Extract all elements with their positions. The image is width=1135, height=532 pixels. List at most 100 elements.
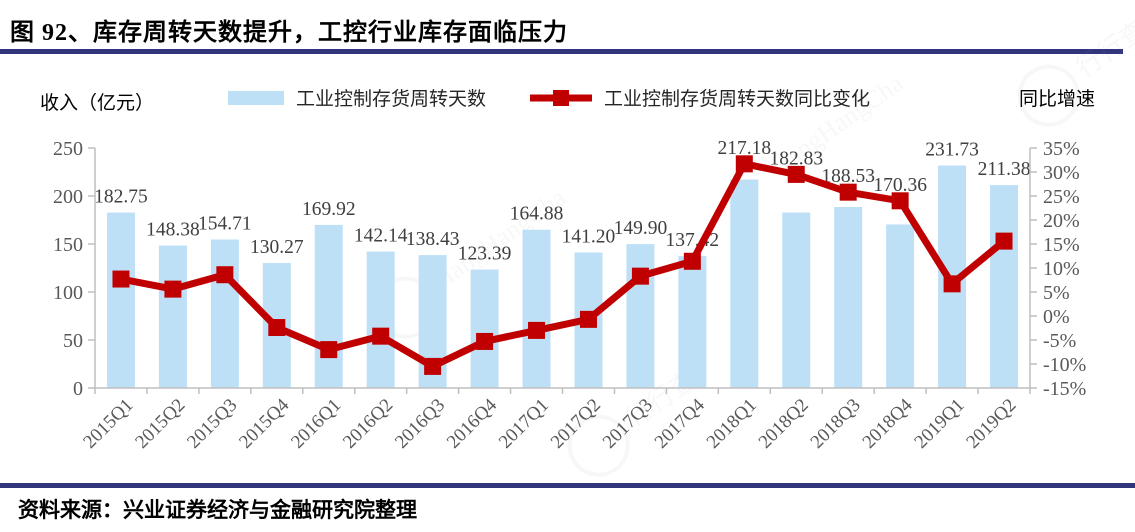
x-label-2015Q1: 2015Q1 bbox=[79, 395, 137, 453]
yoy-marker-2015Q2 bbox=[164, 280, 182, 298]
x-label-2019Q2: 2019Q2 bbox=[962, 395, 1020, 453]
yoy-marker-2018Q3 bbox=[839, 183, 857, 201]
yoy-marker-2018Q1 bbox=[735, 155, 753, 173]
bar-label-2017Q2: 141.20 bbox=[562, 226, 616, 247]
source-rule bbox=[0, 483, 1135, 488]
bar-2015Q1 bbox=[106, 212, 135, 388]
bar-label-2016Q4: 123.39 bbox=[458, 244, 512, 265]
x-label-2016Q2: 2016Q2 bbox=[339, 395, 397, 453]
title-rule bbox=[0, 49, 1123, 54]
bar-2018Q4 bbox=[886, 224, 915, 388]
yoy-marker-2016Q3 bbox=[424, 357, 442, 375]
chart-title: 图 92、库存周转天数提升，工控行业库存面临压力 bbox=[10, 20, 568, 46]
x-label-2018Q2: 2018Q2 bbox=[755, 395, 813, 453]
yoy-marker-2018Q2 bbox=[787, 165, 805, 183]
yoy-marker-2017Q3 bbox=[631, 267, 649, 285]
bar-label-2018Q3: 188.53 bbox=[821, 166, 875, 187]
yoy-marker-2017Q4 bbox=[683, 252, 701, 270]
bar-2017Q4 bbox=[678, 256, 707, 388]
yoy-marker-2015Q1 bbox=[112, 270, 130, 288]
right-tick-label: 25% bbox=[1043, 186, 1080, 208]
bar-2016Q1 bbox=[314, 224, 343, 388]
x-label-2016Q3: 2016Q3 bbox=[391, 395, 449, 453]
left-tick-label: 250 bbox=[53, 138, 83, 160]
bar-2017Q3 bbox=[626, 244, 655, 388]
x-label-2015Q2: 2015Q2 bbox=[131, 395, 189, 453]
source-text: 资料来源：兴业证券经济与金融研究院整理 bbox=[18, 498, 417, 522]
bar-2019Q2 bbox=[990, 185, 1019, 388]
right-tick-label: 30% bbox=[1043, 162, 1080, 184]
yoy-marker-2017Q2 bbox=[579, 310, 597, 328]
x-label-2017Q4: 2017Q4 bbox=[651, 394, 709, 452]
x-label-2016Q1: 2016Q1 bbox=[287, 395, 345, 453]
bar-2016Q4 bbox=[470, 269, 499, 388]
x-label-2017Q3: 2017Q3 bbox=[599, 395, 657, 453]
bar-2015Q3 bbox=[210, 239, 239, 388]
yoy-marker-2019Q2 bbox=[995, 232, 1013, 250]
x-label-2015Q4: 2015Q4 bbox=[235, 394, 293, 452]
yoy-marker-2018Q4 bbox=[891, 192, 909, 210]
left-axis-title: 收入（亿元） bbox=[40, 93, 155, 114]
right-tick-label: -10% bbox=[1043, 354, 1086, 376]
bar-label-2016Q1: 169.92 bbox=[302, 199, 356, 220]
left-tick-label: 50 bbox=[63, 330, 83, 352]
right-tick-label: 35% bbox=[1043, 138, 1080, 160]
right-tick-label: 10% bbox=[1043, 258, 1080, 280]
right-tick-label: -5% bbox=[1043, 330, 1076, 352]
bar-2018Q2 bbox=[782, 212, 811, 388]
bar-label-2017Q1: 164.88 bbox=[510, 204, 564, 225]
bar-label-2015Q4: 130.27 bbox=[250, 237, 304, 258]
right-tick-label: 0% bbox=[1043, 306, 1070, 328]
chart-legend: 工业控制存货周转天数 工业控制存货周转天数同比变化 bbox=[228, 84, 870, 111]
bar-2018Q1 bbox=[730, 179, 759, 388]
yoy-marker-2015Q3 bbox=[216, 266, 234, 284]
legend-label-line: 工业控制存货周转天数同比变化 bbox=[604, 89, 871, 110]
yoy-marker-2016Q2 bbox=[372, 327, 390, 345]
right-tick-label: 20% bbox=[1043, 210, 1080, 232]
yoy-line bbox=[117, 160, 1008, 370]
bar-label-2018Q4: 170.36 bbox=[873, 175, 927, 196]
x-label-2019Q1: 2019Q1 bbox=[910, 395, 968, 453]
x-label-2017Q2: 2017Q2 bbox=[547, 395, 605, 453]
right-tick-label: 15% bbox=[1043, 234, 1080, 256]
legend-label-bars: 工业控制存货周转天数 bbox=[296, 89, 487, 110]
bar-label-2016Q3: 138.43 bbox=[406, 229, 460, 250]
x-label-2018Q4: 2018Q4 bbox=[859, 394, 917, 452]
x-label-2018Q3: 2018Q3 bbox=[807, 395, 865, 453]
x-label-2015Q3: 2015Q3 bbox=[183, 395, 241, 453]
right-tick-label: -15% bbox=[1043, 378, 1086, 400]
bar-label-2018Q1: 217.18 bbox=[717, 138, 771, 159]
bar-2015Q2 bbox=[158, 245, 187, 388]
bar-label-2019Q1: 231.73 bbox=[925, 140, 979, 161]
bar-swatch-icon bbox=[228, 90, 284, 105]
left-tick-label: 100 bbox=[53, 282, 83, 304]
bar-label-2017Q3: 149.90 bbox=[614, 218, 668, 239]
yoy-marker-2016Q4 bbox=[476, 332, 494, 350]
yoy-marker-2015Q4 bbox=[268, 319, 286, 337]
left-tick-label: 200 bbox=[53, 186, 83, 208]
legend-item-line: 工业控制存货周转天数同比变化 bbox=[530, 84, 870, 111]
left-tick-label: 0 bbox=[73, 378, 83, 400]
yoy-marker-2019Q1 bbox=[943, 275, 961, 293]
bar-label-2018Q2: 182.83 bbox=[769, 148, 823, 169]
bar-2017Q1 bbox=[522, 229, 551, 388]
bar-label-2015Q3: 154.71 bbox=[198, 213, 252, 234]
left-tick-label: 150 bbox=[53, 234, 83, 256]
bar-label-2016Q2: 142.14 bbox=[354, 226, 408, 247]
yoy-marker-2017Q1 bbox=[528, 321, 546, 339]
bar-label-2015Q2: 148.38 bbox=[146, 220, 200, 241]
x-label-2017Q1: 2017Q1 bbox=[495, 395, 553, 453]
right-tick-label: 5% bbox=[1043, 282, 1070, 304]
bar-2016Q2 bbox=[366, 251, 395, 388]
x-label-2016Q4: 2016Q4 bbox=[443, 394, 501, 452]
yoy-marker-2016Q1 bbox=[320, 341, 338, 359]
bar-2018Q3 bbox=[834, 207, 863, 388]
line-swatch-icon bbox=[530, 89, 593, 106]
bar-label-2019Q2: 211.38 bbox=[978, 159, 1031, 180]
x-label-2018Q1: 2018Q1 bbox=[703, 395, 761, 453]
right-axis-title: 同比增速 bbox=[1018, 89, 1095, 110]
legend-item-bars: 工业控制存货周转天数 bbox=[228, 84, 486, 111]
bar-label-2015Q1: 182.75 bbox=[94, 187, 148, 208]
